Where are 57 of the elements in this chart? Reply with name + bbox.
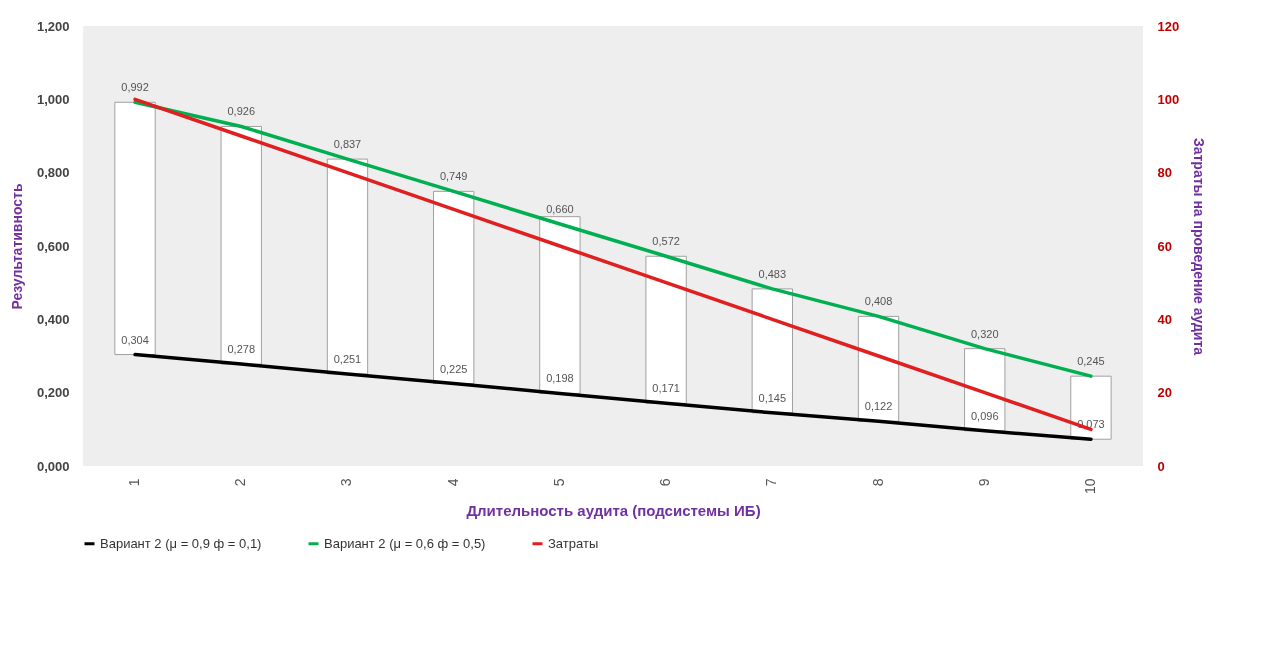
data-label: 0,408 (864, 295, 893, 308)
x-axis-title: Длительность аудита (подсистемы ИБ) (466, 502, 761, 520)
x-tick-label: 1 (126, 478, 143, 487)
data-label: 0,572 (652, 235, 680, 248)
y-tick-label: 0,600 (36, 238, 70, 254)
y2-axis-title: Затраты на проведение аудита (1191, 137, 1208, 356)
data-label: 0,926 (227, 105, 256, 118)
y-tick-label: 0,400 (36, 311, 70, 327)
data-label: 0,660 (546, 203, 574, 215)
bar (114, 101, 156, 356)
x-tick-label: 9 (975, 478, 992, 487)
x-tick-label: 4 (444, 478, 461, 487)
data-label: 0,171 (652, 382, 680, 395)
data-label: 0,749 (439, 170, 468, 183)
legend-label: Вариант 2 (μ = 0,9 ф = 0,1) (100, 535, 262, 551)
bar (326, 158, 369, 375)
bar (539, 216, 581, 394)
y2-tick-label: 40 (1157, 311, 1172, 327)
y-tick-label: 0,000 (36, 458, 70, 474)
bar (1070, 375, 1112, 440)
y2-tick-label: 60 (1157, 238, 1172, 254)
data-label: 0,251 (333, 352, 362, 365)
x-tick-label: 7 (763, 478, 780, 487)
y-tick-label: 1,000 (36, 91, 70, 107)
y-axis-title: Результативность (8, 183, 25, 310)
y2-tick-label: 120 (1157, 18, 1180, 34)
x-tick-label: 6 (657, 478, 674, 487)
bar (220, 125, 262, 365)
data-label: 0,483 (758, 267, 787, 280)
x-tick-label: 3 (338, 478, 355, 487)
y2-tick-label: 80 (1157, 165, 1172, 181)
y2-tick-label: 20 (1157, 385, 1172, 401)
y-tick-label: 1,200 (36, 18, 70, 34)
bar (645, 255, 687, 404)
data-label: 0,278 (227, 343, 256, 356)
data-label: 0,320 (970, 327, 999, 340)
data-label: 0,225 (439, 362, 468, 375)
data-label: 0,304 (121, 333, 149, 346)
data-label: 0,837 (333, 138, 362, 151)
data-label: 0,096 (970, 409, 999, 422)
bar (751, 288, 793, 414)
data-label: 0,245 (1077, 355, 1105, 368)
x-tick-label: 8 (869, 478, 886, 487)
y-tick-label: 0,800 (36, 165, 70, 181)
x-tick-label: 5 (550, 478, 567, 487)
legend-label: Затраты (548, 535, 599, 551)
data-label: 0,145 (758, 391, 787, 404)
data-label: 0,992 (121, 81, 149, 94)
data-label: 0,198 (546, 372, 574, 385)
data-label: 0,122 (864, 400, 893, 413)
y-tick-label: 0,200 (36, 385, 70, 401)
y2-tick-label: 100 (1157, 91, 1180, 107)
x-tick-label: 10 (1081, 478, 1098, 495)
legend-label: Вариант 2 (μ = 0,6 ф = 0,5) (324, 535, 486, 551)
y2-tick-label: 0 (1157, 458, 1165, 474)
bar (433, 190, 475, 384)
x-tick-label: 2 (232, 478, 249, 487)
